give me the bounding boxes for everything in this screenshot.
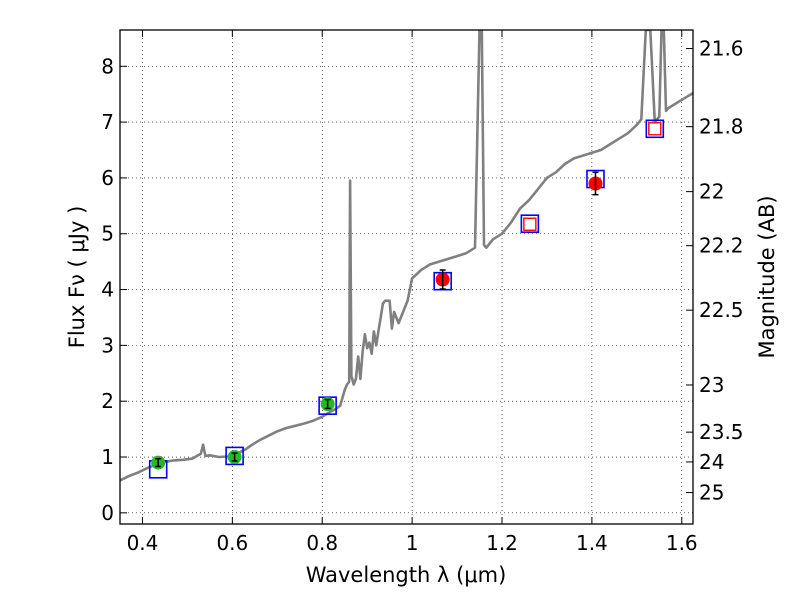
y-tick-label: 0 bbox=[101, 501, 114, 525]
spectrum-line bbox=[120, 30, 693, 482]
y2-tick-label: 25 bbox=[699, 481, 724, 505]
y2-axis-label: Magnitude (AB) bbox=[755, 195, 779, 358]
y2-tick-label: 23.5 bbox=[699, 420, 744, 444]
y-tick-label: 2 bbox=[101, 389, 114, 413]
spectrum-layer bbox=[120, 30, 693, 482]
y2-tick-label: 21.6 bbox=[699, 37, 744, 61]
points-layer bbox=[148, 119, 665, 479]
y-tick-label: 5 bbox=[101, 222, 114, 246]
plot-background bbox=[120, 30, 693, 524]
x-tick-label: 0.8 bbox=[306, 531, 338, 555]
y-tick-label: 1 bbox=[101, 445, 114, 469]
x-tick-label: 1.2 bbox=[486, 531, 518, 555]
y2-tick-label: 22 bbox=[699, 180, 724, 204]
model-square bbox=[645, 119, 665, 139]
x-tick-label: 1 bbox=[406, 531, 419, 555]
x-axis-label: Wavelength λ (μm) bbox=[306, 563, 507, 587]
predicted-square bbox=[648, 122, 662, 136]
x-tick-label: 1.4 bbox=[576, 531, 608, 555]
axis-ticks bbox=[120, 30, 693, 524]
x-tick-label: 1.6 bbox=[666, 531, 698, 555]
y2-tick-label: 23 bbox=[699, 373, 724, 397]
model-square bbox=[520, 214, 540, 233]
x-tick-label: 0.4 bbox=[127, 531, 159, 555]
y-tick-label: 7 bbox=[101, 110, 114, 134]
model-square bbox=[225, 446, 244, 466]
y-tick-label: 4 bbox=[101, 278, 114, 302]
y-axis-label: Flux Fν ( μJy ) bbox=[65, 206, 89, 349]
y2-tick-label: 22.5 bbox=[699, 298, 744, 322]
y-tick-label: 3 bbox=[101, 333, 114, 357]
x-tick-label: 0.6 bbox=[216, 531, 248, 555]
plot-frame bbox=[119, 29, 694, 525]
y2-tick-label: 21.8 bbox=[699, 115, 744, 139]
y-axis-label-text: Flux Fν ( μJy ) bbox=[65, 206, 89, 349]
predicted-square bbox=[523, 217, 537, 231]
y-tick-label: 8 bbox=[101, 54, 114, 78]
y2-tick-label: 22.2 bbox=[699, 234, 744, 258]
y-tick-label: 6 bbox=[101, 166, 114, 190]
y2-tick-label: 24 bbox=[699, 450, 724, 474]
